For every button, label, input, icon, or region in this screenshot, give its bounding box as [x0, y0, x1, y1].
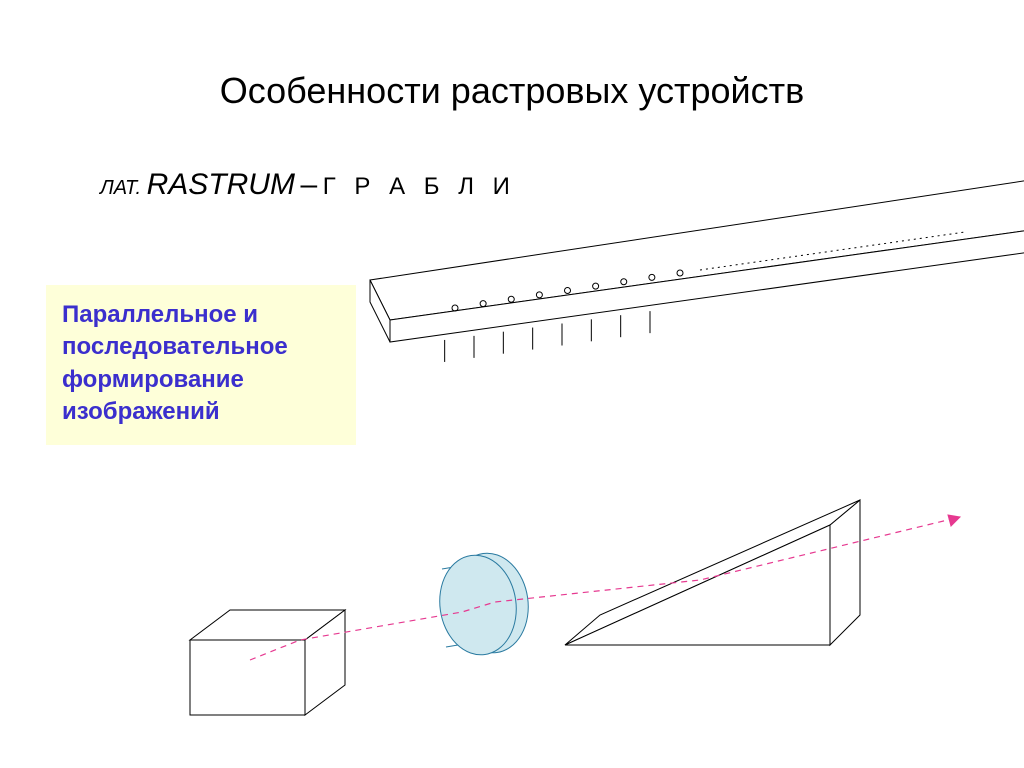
diagram-svg: [0, 0, 1024, 768]
